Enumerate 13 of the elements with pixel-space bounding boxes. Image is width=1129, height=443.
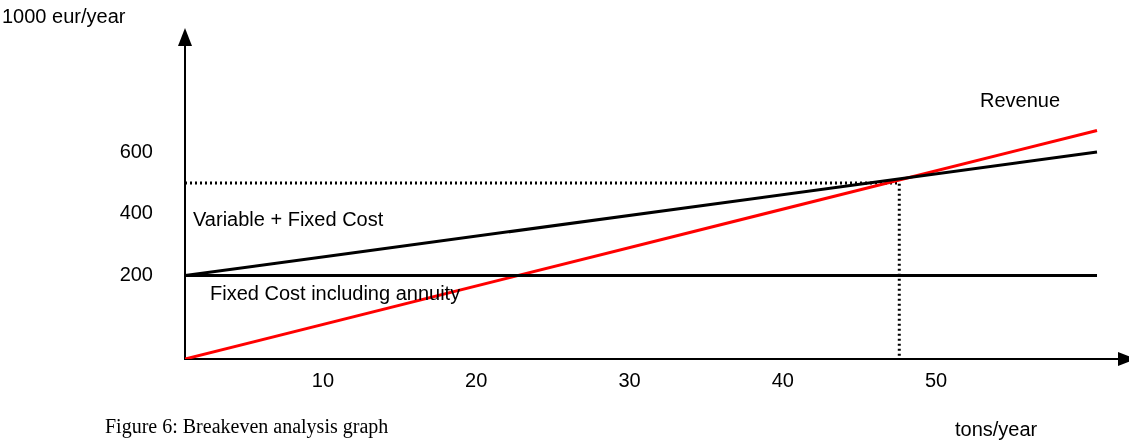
y-axis-title: 1000 eur/year — [2, 4, 126, 27]
x-tick-label: 10 — [311, 368, 335, 391]
y-tick-label: 400 — [119, 201, 153, 224]
x-axis-title: tons/year — [955, 417, 1038, 440]
y-tick-label: 200 — [119, 263, 153, 286]
series-label: Variable + Fixed Cost — [193, 208, 384, 231]
caption: Figure 6: Breakeven analysis graph — [105, 415, 389, 439]
x-tick-label: 20 — [465, 368, 488, 391]
y-tick-label: 600 — [119, 139, 153, 162]
x-tick-label: 30 — [618, 368, 641, 391]
x-tick-label: 50 — [924, 368, 948, 391]
series-label: Revenue — [980, 88, 1061, 111]
x-tick-label: 40 — [771, 368, 794, 391]
